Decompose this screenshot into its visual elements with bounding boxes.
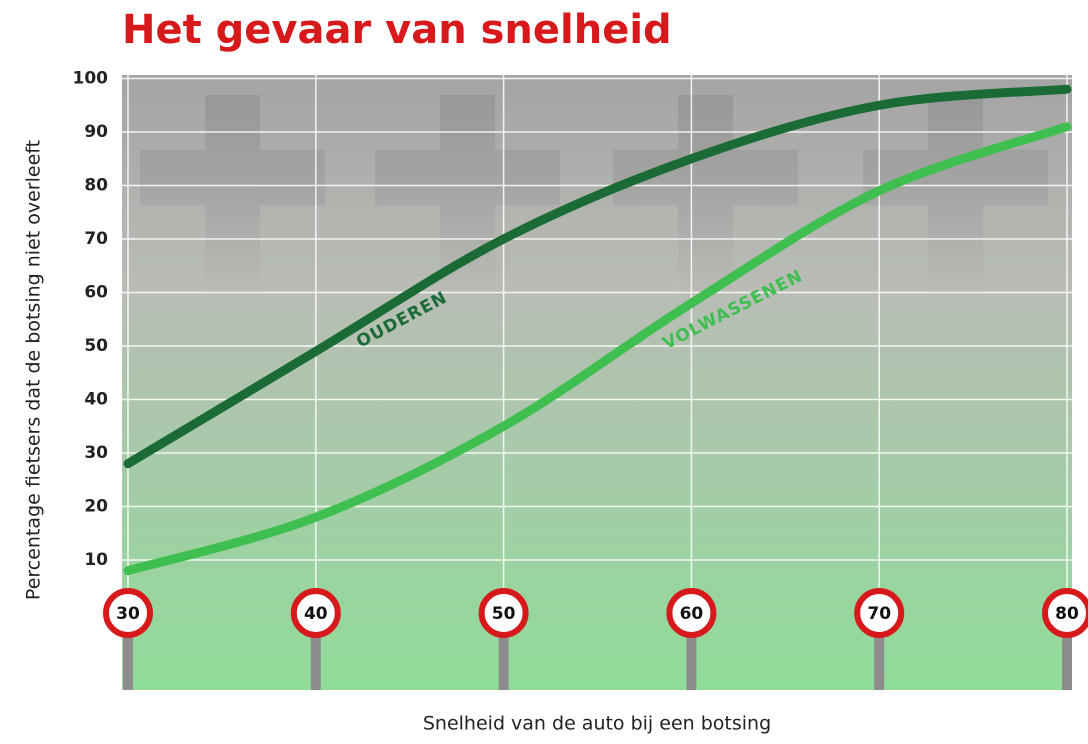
x-tick-label: 60 bbox=[680, 604, 704, 624]
sign-pole bbox=[686, 630, 697, 690]
x-tick-label: 80 bbox=[1055, 604, 1079, 624]
x-tick-label: 70 bbox=[867, 604, 891, 624]
speed-sign bbox=[478, 588, 529, 638]
x-axis-label: Snelheid van de auto bij een botsing bbox=[423, 713, 771, 735]
x-tick-label: 30 bbox=[116, 604, 140, 624]
line-series bbox=[123, 84, 1072, 469]
y-tick-label: 100 bbox=[73, 69, 109, 89]
background-crosses bbox=[140, 95, 1048, 300]
y-tick-label: 80 bbox=[84, 176, 108, 196]
chart-title: Het gevaar van snelheid bbox=[122, 7, 672, 53]
y-tick-label: 10 bbox=[84, 550, 108, 570]
y-tick-label: 20 bbox=[84, 497, 108, 517]
y-tick-label: 30 bbox=[84, 443, 108, 463]
sign-pole bbox=[310, 630, 321, 690]
y-tick-label: 50 bbox=[84, 336, 108, 356]
line-series bbox=[123, 122, 1072, 576]
y-tick-label: 60 bbox=[84, 283, 108, 303]
speed-sign bbox=[103, 588, 153, 638]
y-tick-label: 90 bbox=[84, 122, 108, 142]
speed-sign bbox=[666, 588, 717, 638]
y-tick-label: 40 bbox=[84, 390, 108, 410]
speed-sign bbox=[290, 588, 341, 638]
y-axis-label: Percentage fietsers dat de botsing niet … bbox=[23, 140, 45, 600]
sign-pole bbox=[123, 630, 133, 690]
sign-pole bbox=[874, 630, 885, 690]
speed-sign bbox=[854, 588, 905, 638]
y-tick-label: 70 bbox=[84, 229, 108, 249]
speed-sign bbox=[1042, 588, 1088, 638]
x-tick-label: 50 bbox=[492, 604, 516, 624]
sign-pole bbox=[1062, 630, 1072, 690]
x-tick-label: 40 bbox=[304, 604, 328, 624]
sign-pole bbox=[498, 630, 509, 690]
